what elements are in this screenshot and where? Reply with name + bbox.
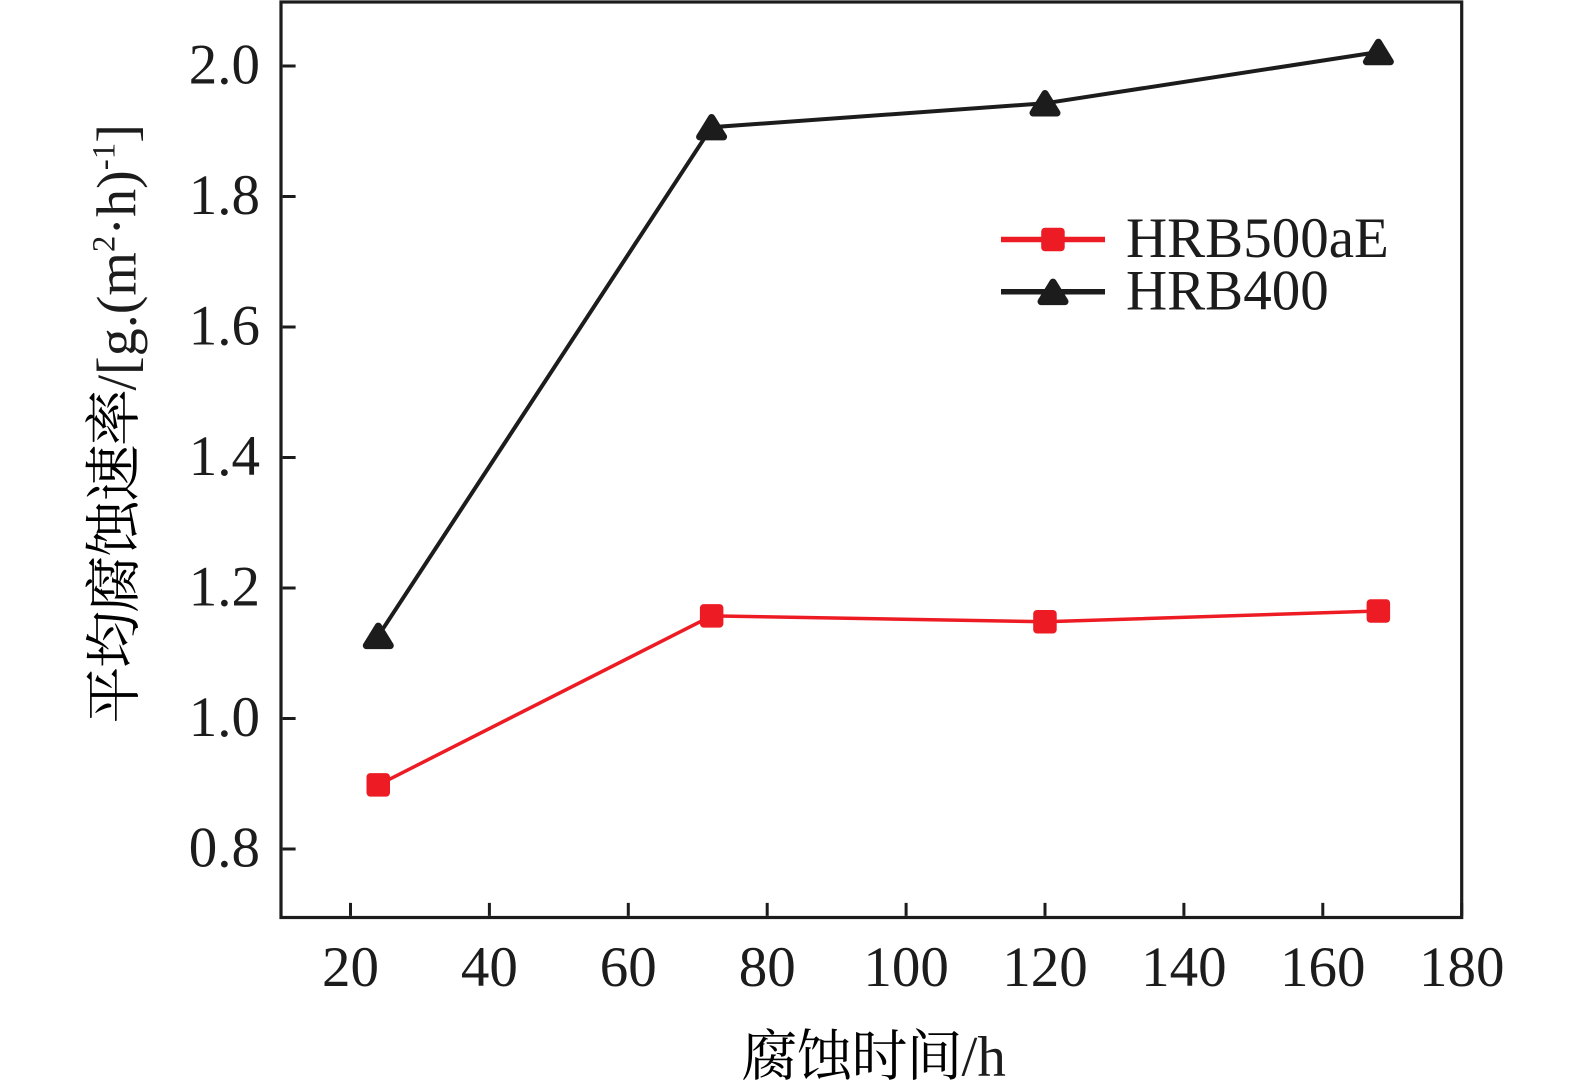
svg-text:1.6: 1.6 bbox=[189, 295, 260, 358]
svg-text:180: 180 bbox=[1419, 936, 1505, 999]
svg-text:1.2: 1.2 bbox=[189, 556, 260, 619]
svg-text:/[g.(m2·h)-1]: /[g.(m2·h)-1] bbox=[87, 124, 149, 390]
svg-text:/h: /h bbox=[962, 1026, 1006, 1089]
svg-text:80: 80 bbox=[739, 936, 796, 999]
svg-text:1.4: 1.4 bbox=[189, 425, 260, 488]
svg-text:0.8: 0.8 bbox=[189, 817, 260, 880]
svg-text:HRB500aE: HRB500aE bbox=[1126, 207, 1389, 270]
svg-text:140: 140 bbox=[1141, 936, 1227, 999]
svg-text:100: 100 bbox=[863, 936, 949, 999]
svg-text:120: 120 bbox=[1002, 936, 1088, 999]
svg-text:40: 40 bbox=[461, 936, 518, 999]
svg-text:60: 60 bbox=[600, 936, 657, 999]
svg-text:2.0: 2.0 bbox=[189, 34, 260, 97]
svg-text:HRB400: HRB400 bbox=[1126, 259, 1329, 322]
svg-text:1.8: 1.8 bbox=[189, 164, 260, 227]
svg-text:1.0: 1.0 bbox=[189, 686, 260, 749]
svg-text:160: 160 bbox=[1280, 936, 1366, 999]
svg-text:20: 20 bbox=[322, 936, 379, 999]
